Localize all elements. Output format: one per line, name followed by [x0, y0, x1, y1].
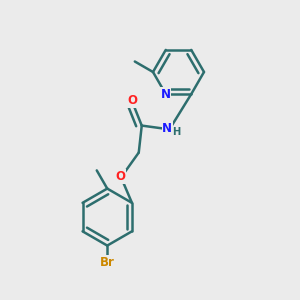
Text: O: O [128, 94, 138, 107]
Text: N: N [161, 88, 171, 100]
Text: Br: Br [100, 256, 115, 268]
Text: H: H [172, 127, 180, 136]
Text: N: N [162, 122, 172, 135]
Text: O: O [116, 170, 126, 183]
